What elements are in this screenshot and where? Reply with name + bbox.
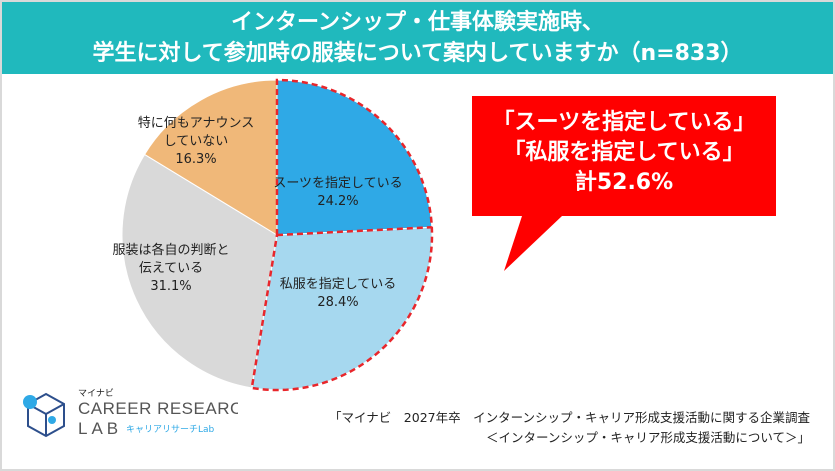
header-title-line2: 学生に対して参加時の服装について案内していますか（n=833） bbox=[92, 41, 743, 66]
logo-brand-small: マイナビ bbox=[78, 388, 114, 399]
logo-sub: キャリアリサーチLab bbox=[126, 424, 215, 435]
callout-line2: 「私服を指定している」 bbox=[503, 140, 745, 165]
callout-bubble bbox=[472, 96, 776, 271]
pie-slice bbox=[276, 79, 433, 236]
source-line1: 「マイナビ 2027年卒 インターンシップ・キャリア形成支援活動に関する企業調査 bbox=[329, 410, 810, 425]
source-note: 「マイナビ 2027年卒 インターンシップ・キャリア形成支援活動に関する企業調査… bbox=[280, 408, 810, 448]
source-line2: ＜インターンシップ・キャリア形成支援活動について＞」 bbox=[485, 430, 810, 445]
pie-slice bbox=[121, 153, 278, 389]
slice-label: 特に何もアナウンスしていない 16.3% bbox=[138, 115, 254, 167]
career-research-lab-logo: マイナビ CAREER RESEARCH LAB キャリアリサーチLab bbox=[18, 380, 255, 450]
header-title-line1: インターンシップ・仕事体験実施時、 bbox=[231, 10, 604, 35]
pie-slice bbox=[143, 79, 278, 236]
highlight-outline bbox=[250, 78, 434, 392]
slice-label: 服装は各自の判断と伝えている 31.1% bbox=[112, 242, 229, 294]
logo-line1: CAREER RESEARCH bbox=[78, 399, 238, 418]
callout-text: 「スーツを指定している」 「私服を指定している」 計52.6% bbox=[472, 108, 776, 198]
callout-line1: 「スーツを指定している」 bbox=[492, 110, 756, 135]
highlight-divider bbox=[276, 225, 432, 237]
highlight-callout: 「スーツを指定している」 「私服を指定している」 計52.6% bbox=[472, 96, 776, 271]
lab-cube-icon: マイナビ CAREER RESEARCH LAB キャリアリサーチLab bbox=[23, 388, 255, 438]
slice-label: スーツを指定している 24.2% bbox=[273, 176, 402, 209]
slice-label: 私服を指定している 28.4% bbox=[280, 277, 397, 310]
chart-header: インターンシップ・仕事体験実施時、 学生に対して参加時の服装について案内していま… bbox=[2, 2, 833, 74]
callout-line3: 計52.6% bbox=[574, 170, 674, 195]
logo-line2: LAB bbox=[78, 419, 122, 438]
